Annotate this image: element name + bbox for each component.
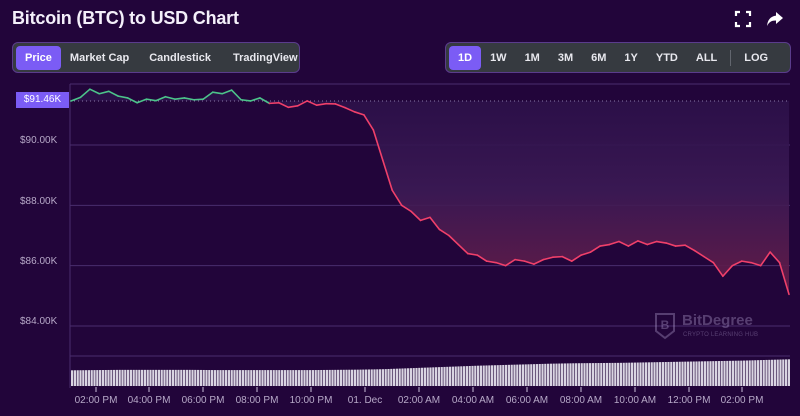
svg-text:B: B — [661, 318, 670, 332]
x-tick-label: 12:00 PM — [667, 395, 711, 406]
chart-type-tabs: Price Market Cap Candlestick TradingView — [12, 42, 300, 73]
current-price-badge: $91.46K — [16, 92, 69, 108]
share-button[interactable] — [765, 9, 785, 29]
watermark: B BitDegree CRYPTO LEARNING HUB — [654, 310, 764, 346]
x-tick-label: 04:00 PM — [127, 395, 171, 406]
range-1m[interactable]: 1M — [524, 51, 540, 64]
y-tick-label: $90.00K — [20, 135, 58, 146]
x-tick-label: 08:00 PM — [235, 395, 279, 406]
bitdegree-logo-icon: B — [655, 313, 675, 340]
price-line — [70, 88, 790, 296]
x-tick-label: 06:00 AM — [505, 395, 549, 406]
x-tick-label: 10:00 PM — [289, 395, 333, 406]
range-1d[interactable]: 1D — [449, 45, 482, 70]
range-6m[interactable]: 6M — [591, 51, 607, 64]
log-scale-toggle[interactable]: LOG — [744, 51, 769, 64]
x-tick-label: 08:00 AM — [559, 395, 603, 406]
range-3m[interactable]: 3M — [557, 51, 574, 64]
watermark-tagline: CRYPTO LEARNING HUB — [683, 332, 759, 338]
x-tick-label: 04:00 AM — [451, 395, 495, 406]
x-axis-ticks — [95, 387, 743, 392]
y-tick-label: $84.00K — [20, 316, 58, 327]
time-range-tabs: 1D 1W 1M 3M 6M 1Y YTD ALL LOG — [445, 42, 791, 73]
tab-price[interactable]: Price — [16, 45, 61, 70]
range-1w[interactable]: 1W — [490, 51, 507, 64]
y-tick-label: $86.00K — [20, 256, 58, 267]
volume-bars — [71, 359, 790, 386]
range-1y[interactable]: 1Y — [624, 51, 638, 64]
fullscreen-button[interactable] — [733, 9, 753, 29]
x-tick-label: 02:00 AM — [397, 395, 441, 406]
x-tick-label: 10:00 AM — [613, 395, 657, 406]
range-ytd[interactable]: YTD — [655, 51, 678, 64]
share-icon — [767, 12, 783, 26]
divider — [730, 49, 732, 66]
x-tick-label: 02:00 PM — [74, 395, 118, 406]
page-title: Bitcoin (BTC) to USD Chart — [12, 8, 239, 28]
tab-tradingview[interactable]: TradingView — [232, 51, 298, 64]
x-tick-label: 02:00 PM — [720, 395, 764, 406]
tab-candlestick[interactable]: Candlestick — [149, 51, 211, 64]
watermark-brand: BitDegree — [682, 312, 753, 329]
x-tick-label: 06:00 PM — [181, 395, 225, 406]
range-all[interactable]: ALL — [695, 51, 718, 64]
fullscreen-icon — [734, 10, 752, 28]
y-tick-label: $88.00K — [20, 196, 58, 207]
x-tick-label: 01. Dec — [347, 395, 383, 406]
price-area — [70, 89, 790, 295]
tab-market-cap[interactable]: Market Cap — [69, 51, 130, 64]
